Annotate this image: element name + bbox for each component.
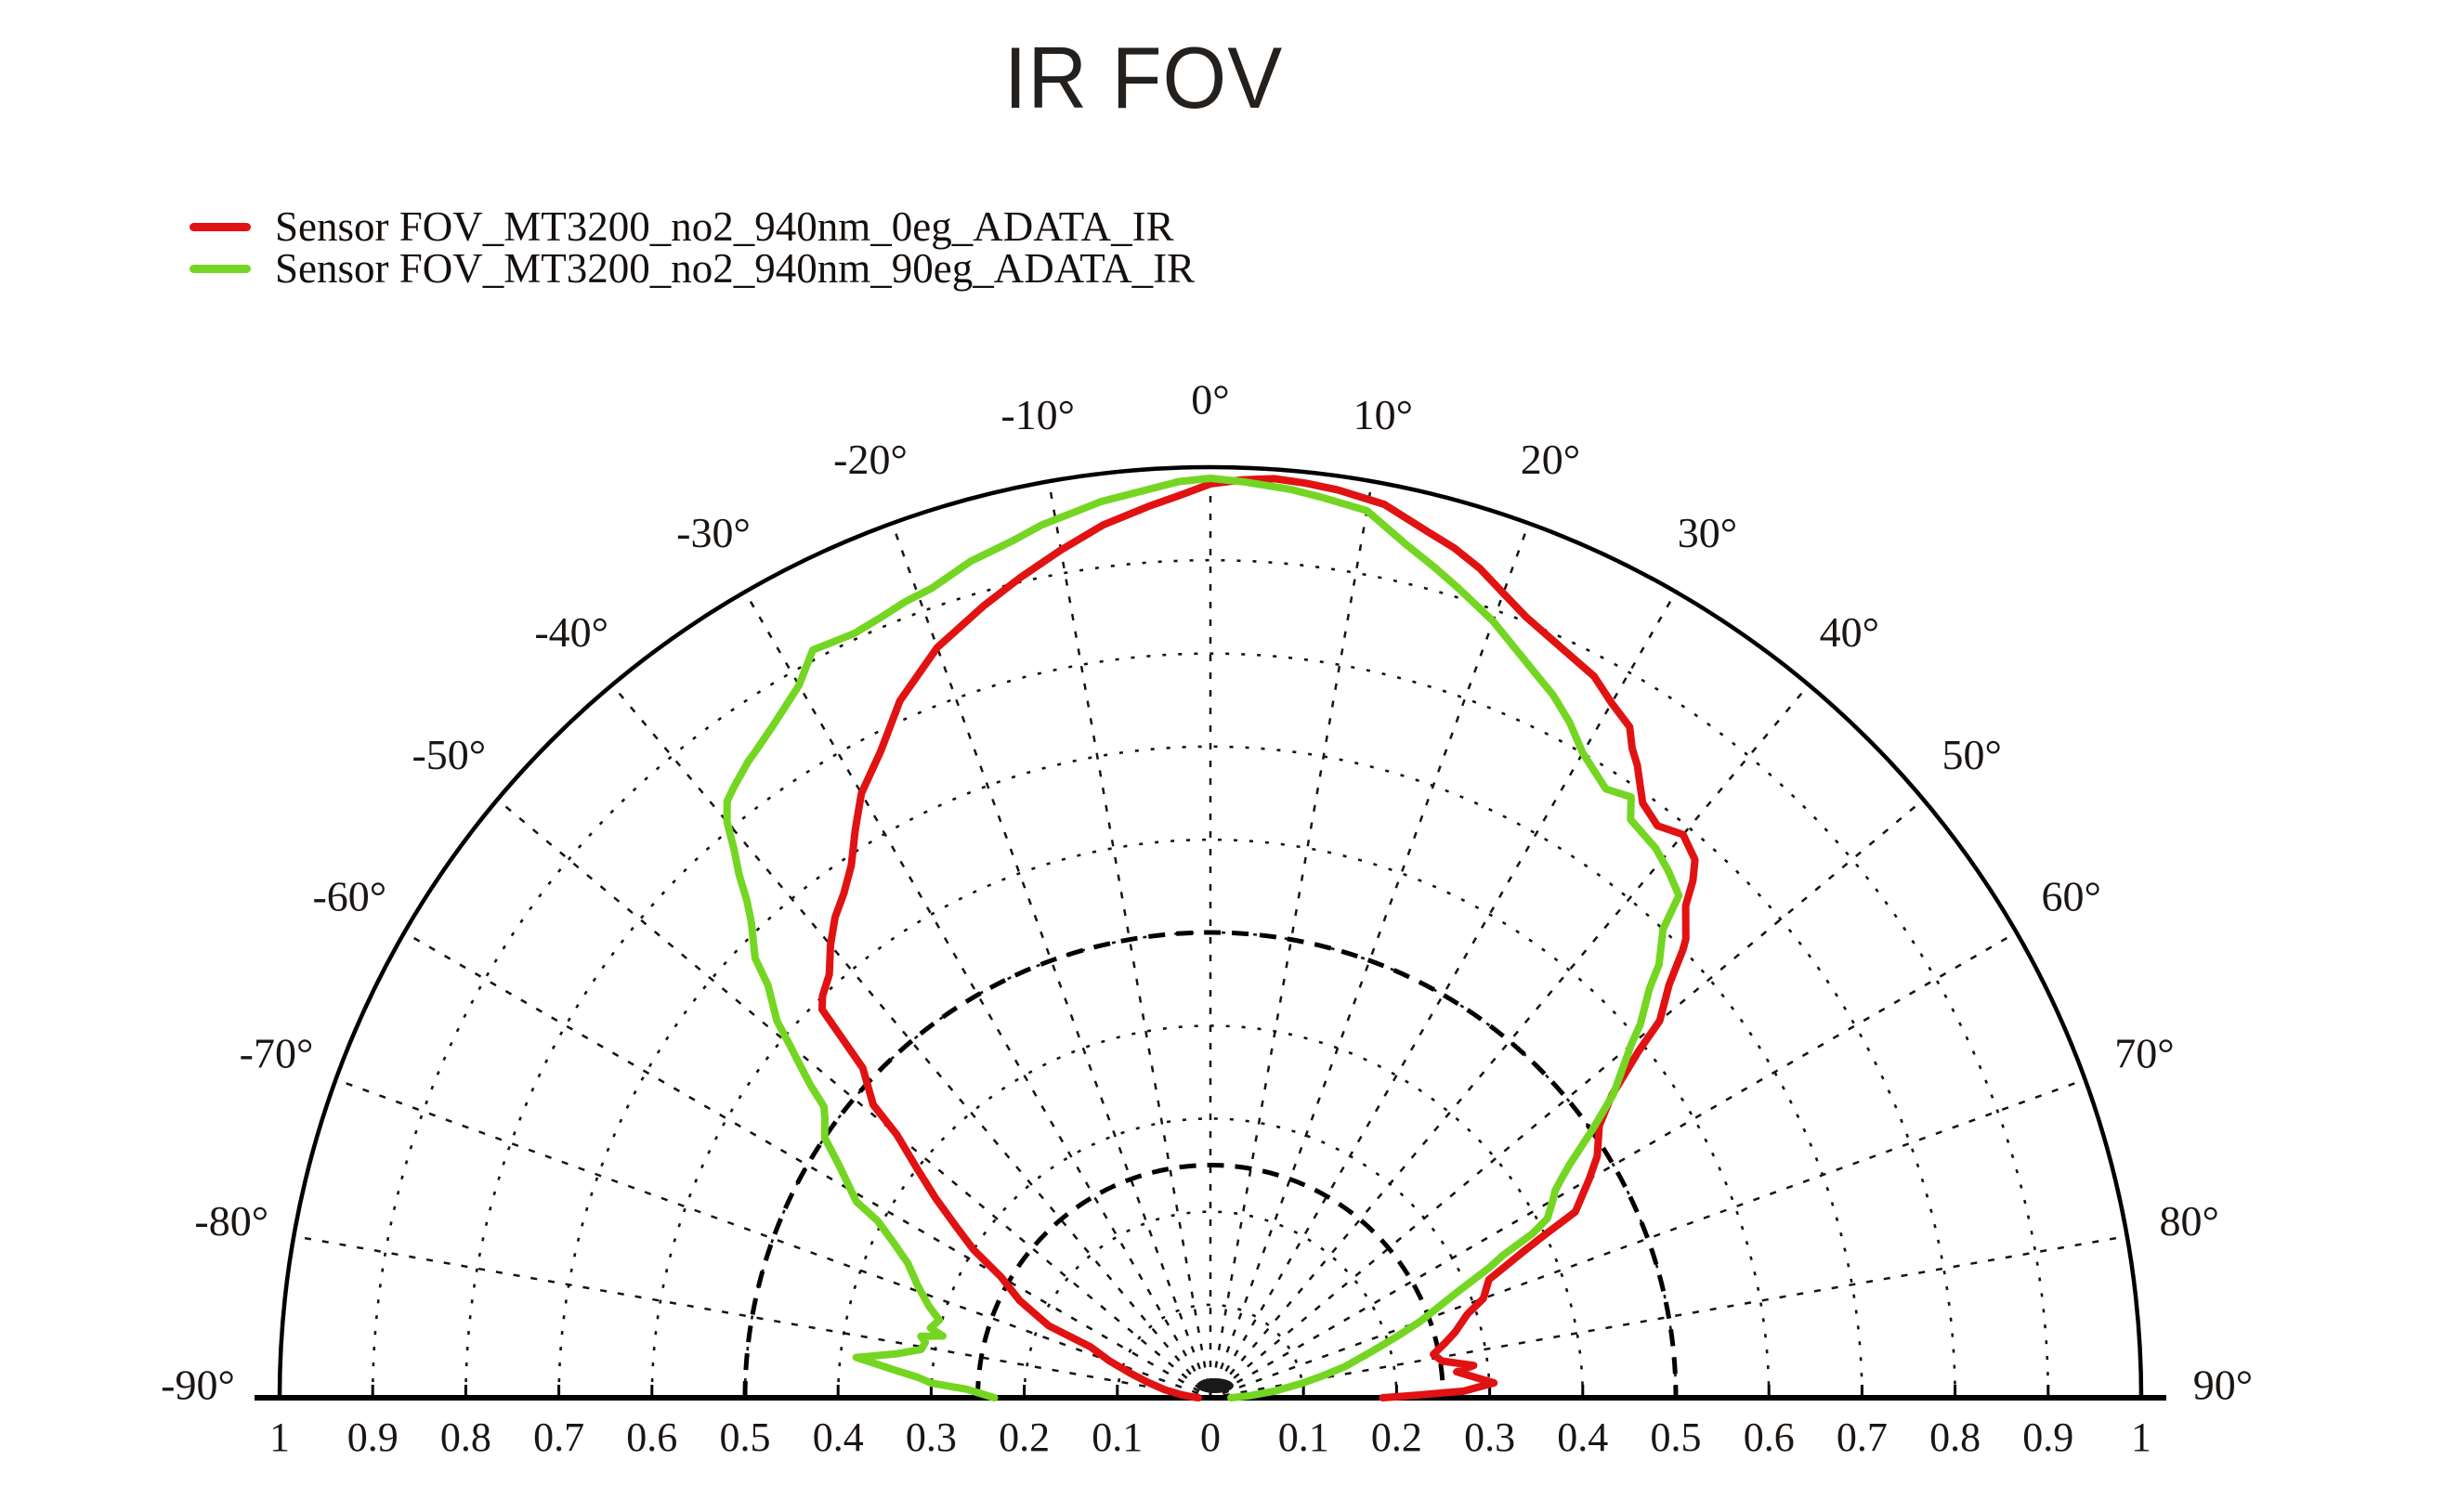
center-smudge: [1196, 1378, 1234, 1393]
angle-tick-label: 0°: [1191, 376, 1229, 424]
series-line-green: [723, 475, 1683, 1401]
angle-tick-label: 20°: [1521, 436, 1580, 483]
angle-tick-label: -70°: [240, 1030, 314, 1077]
radial-tick-label: 0: [1200, 1414, 1221, 1460]
grid-radial-line: [496, 798, 1202, 1390]
grid-radial-line: [1211, 481, 1374, 1386]
radial-tick-label: 0.3: [906, 1414, 957, 1460]
angle-tick-label: -10°: [1000, 391, 1075, 438]
radial-tick-label: 0.4: [1557, 1414, 1608, 1460]
radial-tick-label: 0.4: [813, 1414, 864, 1460]
grid-radial-line: [743, 591, 1206, 1388]
series-line-red: [818, 475, 1699, 1401]
grid-arc-bold: [742, 930, 1679, 1399]
angle-tick-label: 70°: [2114, 1030, 2174, 1077]
radial-tick-label: 0.1: [1092, 1414, 1143, 1460]
grid-radial-line: [1222, 1234, 2127, 1397]
grid-radial-line: [294, 1234, 1198, 1397]
grid-arc: [464, 652, 1956, 1399]
angle-tick-label: 30°: [1678, 509, 1737, 556]
angle-tick-label: -60°: [312, 873, 386, 920]
grid-radial-line: [1218, 684, 1811, 1389]
legend-label: Sensor FOV_MT3200_no2_940nm_90eg_ADATA_I…: [275, 245, 1196, 292]
grid-arc-bold: [975, 1163, 1445, 1399]
angle-tick-label: 80°: [2160, 1197, 2219, 1245]
grid-radial-line: [891, 523, 1208, 1387]
grid-radial-line: [1222, 1078, 2085, 1395]
grid-radial-line: [403, 931, 1200, 1393]
radial-tick-label: 0.5: [1651, 1414, 1702, 1460]
grid-radial-line: [1047, 481, 1209, 1386]
legend-item: Sensor FOV_MT3200_no2_940nm_0eg_ADATA_IR: [190, 206, 1195, 248]
legend-swatch-green: [190, 265, 251, 273]
outer-rim: [277, 464, 2144, 1399]
radial-tick-label: 0.7: [1837, 1414, 1888, 1460]
radial-tick-label: 0.9: [347, 1414, 399, 1460]
radial-tick-label: 0.8: [1929, 1414, 1981, 1460]
radial-tick-label: 1: [269, 1414, 290, 1460]
radial-tick-label: 0.2: [999, 1414, 1050, 1460]
legend: Sensor FOV_MT3200_no2_940nm_0eg_ADATA_IR…: [190, 206, 1195, 290]
radial-tick-label: 0.6: [1744, 1414, 1795, 1460]
radial-tick-label: 0.6: [626, 1414, 677, 1460]
angle-tick-label: 60°: [2041, 873, 2100, 920]
radial-tick-label: 0.8: [440, 1414, 491, 1460]
grid-radial-line: [1215, 591, 1678, 1388]
angle-tick-label: -80°: [194, 1197, 268, 1245]
radial-tick-label: 0.7: [533, 1414, 584, 1460]
angle-tick-label: 10°: [1353, 391, 1413, 438]
grid-arc: [371, 558, 2050, 1399]
angle-tick-label: 40°: [1820, 608, 1879, 656]
angle-tick-label: -90°: [161, 1362, 235, 1409]
grid-radial-line: [335, 1078, 1199, 1395]
angle-tick-label: -30°: [676, 509, 751, 556]
radial-tick-label: 0.1: [1278, 1414, 1329, 1460]
legend-label: Sensor FOV_MT3200_no2_940nm_0eg_ADATA_IR: [275, 203, 1174, 250]
radial-tick-label: 0.2: [1371, 1414, 1422, 1460]
legend-item: Sensor FOV_MT3200_no2_940nm_90eg_ADATA_I…: [190, 248, 1195, 290]
angle-tick-label: -20°: [833, 436, 908, 483]
angle-tick-label: 50°: [1942, 731, 2001, 778]
radial-tick-label: 1: [2131, 1414, 2151, 1460]
grid-radial-line: [610, 684, 1203, 1389]
radial-tick-label: 0.9: [2022, 1414, 2073, 1460]
grid-radial-line: [1221, 931, 2018, 1393]
angle-tick-label: -40°: [534, 608, 608, 656]
chart-title: IR FOV: [1003, 29, 1284, 126]
legend-swatch-red: [190, 223, 251, 231]
radial-tick-label: 0.3: [1464, 1414, 1515, 1460]
grid-radial-line: [1219, 798, 1925, 1390]
angle-tick-label: 90°: [2193, 1362, 2253, 1409]
radial-tick-label: 0.5: [720, 1414, 771, 1460]
angle-tick-label: -50°: [412, 731, 486, 778]
grid-radial-line: [1213, 523, 1530, 1387]
